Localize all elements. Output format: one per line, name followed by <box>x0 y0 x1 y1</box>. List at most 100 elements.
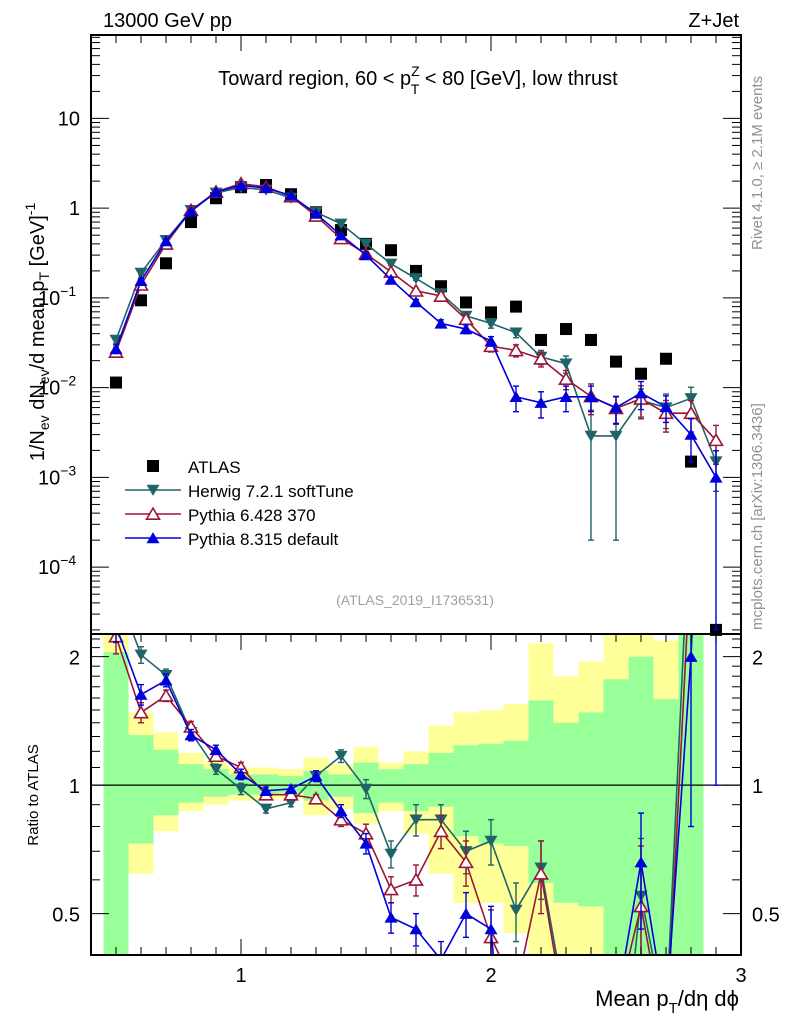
ratio-point <box>309 770 323 782</box>
ratio-point <box>283 787 299 801</box>
data-point <box>359 249 373 261</box>
data-point <box>485 306 497 319</box>
data-point <box>209 185 223 198</box>
data-point <box>160 257 172 270</box>
ratio-point <box>259 784 273 796</box>
data-point <box>110 376 122 389</box>
data-point <box>408 283 424 297</box>
ratio-point <box>284 783 298 795</box>
ratio-y-tick-label-right: 2 <box>752 648 763 670</box>
ratio-point <box>333 812 349 826</box>
title-post: < 80 [GeV], low thrust <box>419 68 618 90</box>
series-pythia-8-315-default <box>109 179 723 631</box>
data-point <box>134 274 148 287</box>
main-axis-ticks <box>90 35 742 631</box>
ratio-point <box>409 814 423 826</box>
data-point <box>259 182 273 194</box>
data-point <box>409 296 423 308</box>
data-point <box>558 371 574 385</box>
data-point <box>559 358 573 370</box>
data-point <box>709 471 723 483</box>
data-point <box>659 401 673 413</box>
legend-item: ATLAS <box>147 458 241 477</box>
ratio-point <box>159 674 173 686</box>
ratio-point <box>383 881 399 896</box>
band-stat <box>153 749 179 816</box>
ratio-y-tick-label-right: 0.5 <box>752 905 780 927</box>
series-pythia-6-428-370 <box>108 176 724 465</box>
ratio-point <box>133 705 149 719</box>
header-energy-label: 13000 GeV pp <box>103 10 232 32</box>
ratio-point <box>685 547 698 558</box>
ratio-point <box>634 856 648 868</box>
data-point <box>385 244 397 257</box>
ratio-point <box>509 904 523 916</box>
ratio-plot-frame <box>90 633 742 956</box>
band-stat <box>578 712 604 907</box>
ratio-point <box>158 688 174 702</box>
ratio-point <box>384 911 398 923</box>
ratio-y-tick-label-left: 0.5 <box>52 905 80 927</box>
ylabel-part: [GeV] <box>27 215 49 272</box>
ratio-y-tick-labels: 0.5 0.5 1 1 2 2 <box>52 648 780 927</box>
ratio-axis-ticks <box>90 634 742 956</box>
data-point <box>334 229 348 241</box>
band-stat <box>603 679 629 955</box>
data-point <box>460 296 472 309</box>
ratio-y-axis-label: Ratio to ATLAS <box>25 744 42 845</box>
data-point <box>534 396 548 408</box>
data-point <box>459 323 473 335</box>
ratio-point <box>458 854 474 869</box>
data-point <box>284 189 298 201</box>
band-stat <box>453 745 479 837</box>
y-tick-base: 10 <box>38 378 60 400</box>
data-point <box>684 428 698 440</box>
plot-title: Toward region, 60 < pZ T < 80 [GeV], low … <box>218 63 618 97</box>
band-stat <box>503 740 529 847</box>
ratio-point <box>209 743 223 756</box>
ratio-point <box>334 805 348 817</box>
ratio-point <box>110 620 123 631</box>
ylabel-part: dN <box>27 384 49 415</box>
legend-marker <box>146 532 160 544</box>
main-y-axis-label: 1/Nev dNev/d mean pT [GeV]-1 <box>22 203 52 462</box>
ratio-point <box>484 923 498 935</box>
y-tick-base: 10 <box>38 467 60 489</box>
band-stat <box>428 752 454 807</box>
y-tick-base: 10 <box>38 557 60 579</box>
ratio-point <box>459 907 473 919</box>
data-point <box>510 300 522 313</box>
data-point <box>185 216 197 229</box>
ylabel-sub: T <box>36 271 52 280</box>
data-point <box>384 258 398 270</box>
data-point <box>559 391 573 403</box>
ratio-point <box>110 583 123 594</box>
y-tick-exponent: −4 <box>60 552 76 568</box>
legend-item: Pythia 8.315 default <box>125 530 339 549</box>
legend-label: ATLAS <box>188 458 241 477</box>
ratio-point <box>484 835 498 847</box>
ylabel-sub: ev <box>36 415 52 430</box>
data-point <box>609 401 623 413</box>
band-stat <box>178 764 204 803</box>
ratio-series-layer <box>108 482 719 955</box>
ratio-point <box>685 482 698 493</box>
data-point <box>509 391 523 403</box>
data-point <box>584 391 598 403</box>
data-point <box>184 205 198 217</box>
ratio-point <box>384 848 398 860</box>
ratio-point <box>134 688 148 700</box>
data-point <box>509 327 523 339</box>
ratio-point <box>359 783 373 795</box>
y-tick-label: 10−1 <box>38 283 76 310</box>
band-stat <box>128 735 154 844</box>
y-tick-exponent: −1 <box>60 283 76 299</box>
series-atlas <box>110 179 722 636</box>
x-tick-label: 2 <box>485 965 496 987</box>
y-tick-label: 1 <box>69 198 80 220</box>
x-tick-label: 3 <box>735 965 746 987</box>
data-point <box>533 351 549 365</box>
ratio-point <box>408 872 424 886</box>
legend-label: Pythia 8.315 default <box>188 530 339 549</box>
